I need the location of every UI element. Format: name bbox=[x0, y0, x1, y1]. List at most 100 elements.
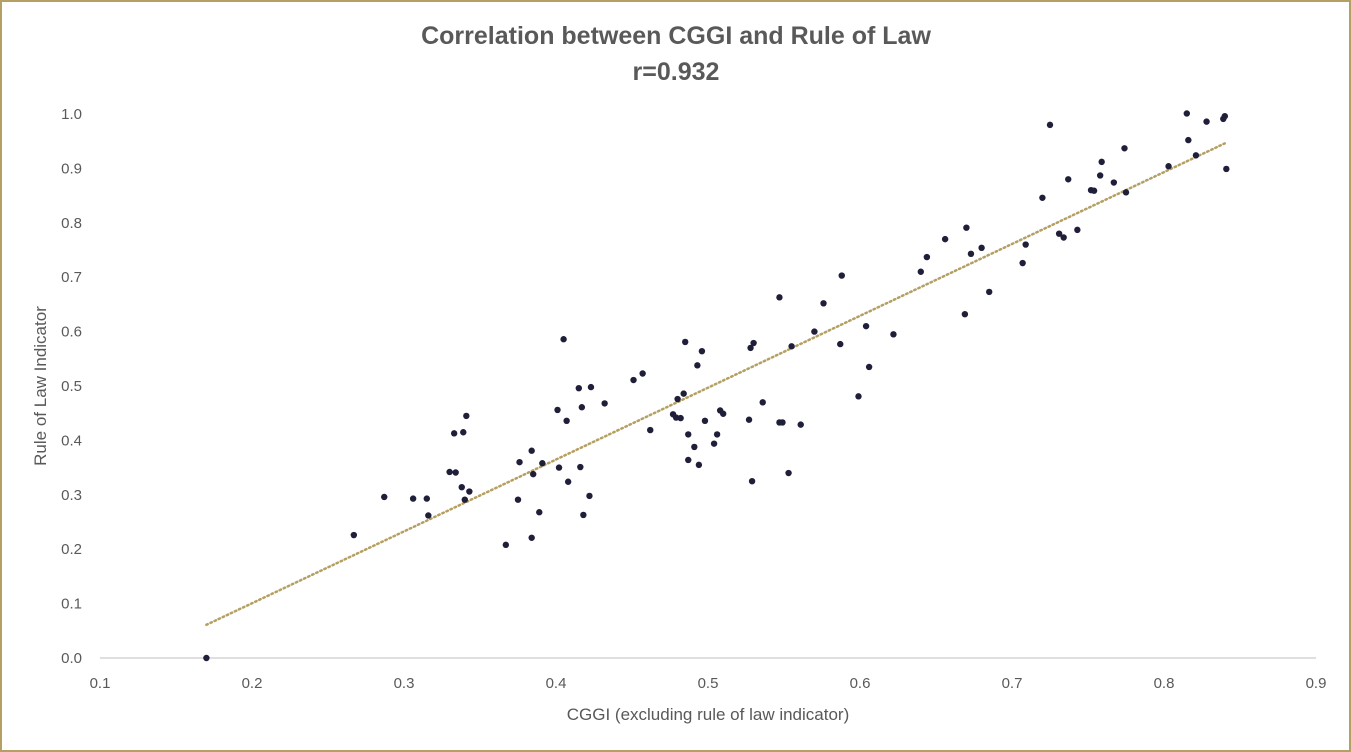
data-point bbox=[1046, 121, 1054, 129]
data-point bbox=[639, 370, 646, 377]
data-point bbox=[785, 469, 792, 477]
data-point bbox=[1019, 259, 1026, 267]
data-point bbox=[820, 300, 827, 307]
data-point bbox=[695, 461, 703, 469]
data-point bbox=[890, 331, 897, 338]
data-point bbox=[647, 426, 654, 434]
data-point bbox=[536, 509, 543, 516]
chart-title: Correlation between CGGI and Rule of Law bbox=[421, 22, 931, 50]
data-point bbox=[578, 404, 586, 411]
data-point bbox=[1121, 145, 1128, 152]
y-tick-label: 1.0 bbox=[61, 106, 82, 123]
data-point bbox=[1183, 110, 1191, 117]
data-point bbox=[446, 468, 453, 476]
data-point bbox=[1065, 176, 1072, 183]
data-point bbox=[797, 421, 804, 428]
chart-subtitle: r=0.932 bbox=[633, 58, 720, 86]
y-tick-label: 0.6 bbox=[61, 324, 82, 341]
y-tick-label: 0.0 bbox=[61, 650, 82, 667]
data-point bbox=[1074, 226, 1081, 234]
data-point bbox=[1022, 241, 1029, 248]
data-point bbox=[586, 492, 593, 500]
data-point bbox=[1122, 189, 1130, 196]
data-point bbox=[630, 376, 637, 384]
data-point bbox=[539, 460, 546, 467]
x-tick-label: 0.3 bbox=[394, 675, 415, 692]
data-point bbox=[698, 347, 706, 355]
data-point bbox=[516, 458, 523, 466]
data-point bbox=[1165, 163, 1172, 170]
data-point bbox=[461, 496, 468, 503]
data-point bbox=[923, 253, 931, 261]
data-point bbox=[837, 340, 844, 348]
x-tick-label: 0.5 bbox=[698, 675, 719, 692]
data-point bbox=[450, 430, 458, 437]
data-point bbox=[587, 383, 595, 391]
y-tick-label: 0.3 bbox=[61, 487, 82, 504]
y-tick-label: 0.2 bbox=[61, 541, 82, 558]
data-point bbox=[1185, 136, 1192, 144]
data-point bbox=[580, 511, 587, 519]
y-axis-label: Rule of Law Indicator bbox=[31, 306, 50, 466]
data-point bbox=[961, 310, 969, 318]
data-point bbox=[691, 443, 698, 451]
data-point bbox=[680, 390, 687, 397]
data-point bbox=[865, 363, 873, 371]
data-point bbox=[1090, 187, 1098, 194]
y-tick-label: 0.4 bbox=[61, 432, 82, 449]
data-point bbox=[1055, 230, 1063, 237]
data-point bbox=[811, 328, 818, 335]
data-point bbox=[710, 440, 718, 447]
data-point bbox=[701, 417, 709, 425]
data-point bbox=[855, 393, 862, 400]
data-point bbox=[555, 464, 563, 471]
data-point bbox=[1096, 172, 1104, 179]
data-point bbox=[502, 541, 510, 549]
data-point bbox=[967, 250, 975, 258]
y-tick-label: 0.5 bbox=[61, 378, 82, 395]
data-point bbox=[862, 322, 870, 330]
data-point bbox=[941, 235, 949, 243]
data-point bbox=[759, 399, 766, 406]
data-point bbox=[1060, 234, 1067, 241]
data-point bbox=[452, 469, 459, 476]
y-tick-labels: 0.0 0.1 0.2 0.3 0.4 0.5 0.6 0.7 0.8 0.9 1.0 bbox=[61, 106, 82, 667]
data-point bbox=[514, 496, 522, 503]
data-point bbox=[720, 410, 727, 417]
data-point bbox=[776, 294, 783, 301]
data-point bbox=[788, 343, 795, 350]
data-point bbox=[203, 654, 210, 662]
data-point bbox=[1039, 194, 1046, 201]
data-point bbox=[563, 417, 570, 425]
data-point bbox=[750, 339, 757, 347]
data-point bbox=[528, 447, 535, 454]
data-point bbox=[713, 431, 721, 438]
y-tick-label: 0.8 bbox=[61, 215, 82, 232]
data-point bbox=[1192, 152, 1200, 159]
data-point bbox=[575, 384, 582, 392]
data-point bbox=[779, 419, 786, 426]
x-tick-label: 0.1 bbox=[90, 675, 111, 692]
data-point bbox=[554, 406, 561, 414]
data-point bbox=[986, 288, 993, 296]
y-tick-label: 0.1 bbox=[61, 596, 82, 613]
data-point bbox=[466, 488, 473, 495]
x-tick-label: 0.8 bbox=[1154, 675, 1175, 692]
data-point bbox=[745, 416, 753, 423]
data-point bbox=[381, 493, 388, 501]
data-point bbox=[748, 478, 756, 485]
data-point bbox=[674, 395, 681, 403]
data-point bbox=[423, 495, 430, 502]
data-point bbox=[577, 463, 584, 471]
data-point bbox=[460, 429, 467, 436]
x-tick-labels: 0.1 0.2 0.3 0.4 0.5 0.6 0.7 0.8 0.9 bbox=[90, 675, 1327, 692]
data-point bbox=[917, 268, 924, 275]
data-point bbox=[682, 338, 689, 346]
data-point bbox=[685, 431, 692, 438]
data-point bbox=[409, 495, 417, 502]
data-point bbox=[694, 362, 701, 369]
x-tick-label: 0.2 bbox=[242, 675, 263, 692]
data-point bbox=[350, 531, 358, 539]
